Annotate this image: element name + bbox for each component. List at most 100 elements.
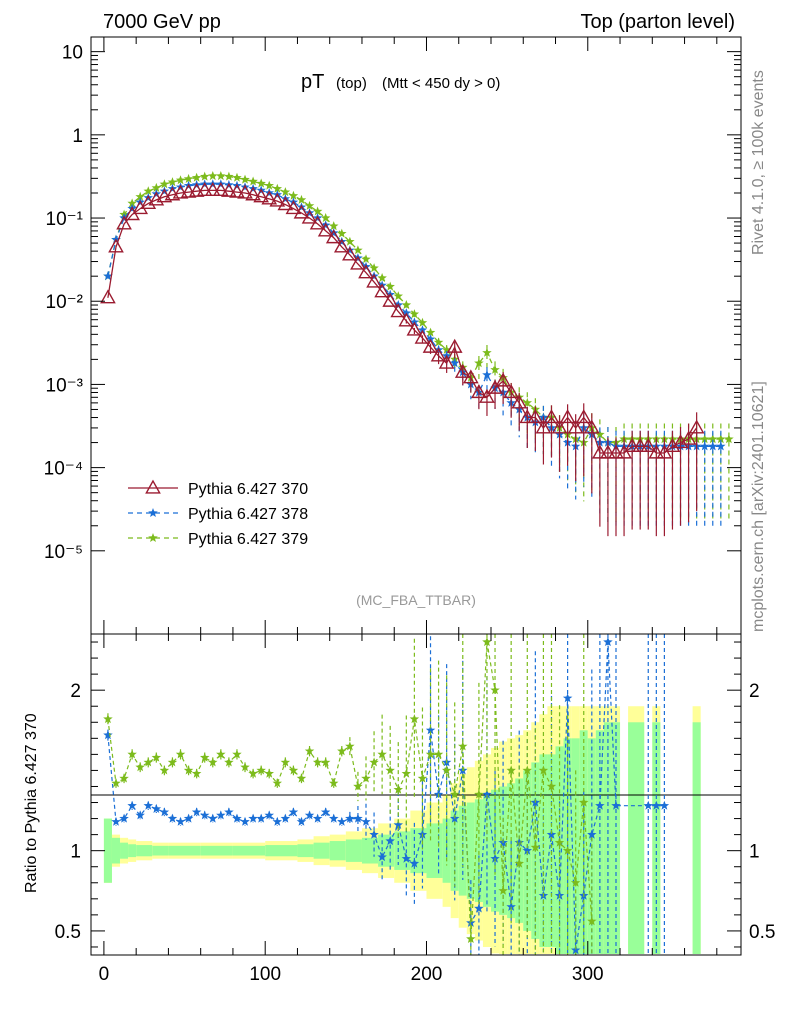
ratio-series-1: [103, 634, 597, 955]
ratio-point: [296, 773, 307, 783]
ratio-point: [546, 781, 557, 791]
legend: Pythia 6.427 370 Pythia 6.427 378 Pythia 6…: [128, 479, 308, 548]
data-point: [208, 171, 218, 181]
ratio-point: [191, 768, 202, 778]
ratio-point: [554, 837, 565, 847]
ratio-point: [103, 714, 113, 724]
data-point: [409, 309, 420, 319]
legend-marker: [145, 479, 161, 494]
data-point: [417, 325, 428, 335]
data-point: [398, 312, 415, 327]
ratio-point: [643, 800, 653, 810]
ratio-y-tick-label-right: 0.5: [749, 922, 775, 943]
ratio-point: [288, 765, 299, 775]
ratio-point: [433, 749, 444, 759]
data-point: [414, 329, 431, 344]
series-pythia-6.427-370: [100, 181, 705, 537]
ratio-point: [280, 813, 291, 823]
data-point: [337, 228, 347, 238]
data-point: [304, 208, 315, 217]
ratio-point: [425, 725, 436, 735]
data-point: [245, 186, 261, 201]
x-tick-label: 100: [249, 964, 281, 985]
ratio-point: [280, 757, 291, 767]
data-point: [716, 434, 726, 444]
y-tick-label: 1: [72, 126, 83, 147]
ratio-point: [361, 773, 371, 783]
x-tick-label: 200: [411, 964, 443, 985]
data-point: [406, 321, 423, 336]
ratio-point: [514, 858, 524, 868]
data-point: [345, 245, 355, 255]
data-point: [240, 174, 250, 184]
ratio-band-inner: [128, 844, 137, 858]
y-tick-label: 10⁻⁴: [44, 459, 83, 480]
data-point: [600, 444, 616, 459]
ratio-point: [175, 816, 186, 826]
data-point: [595, 429, 605, 439]
data-point: [479, 388, 495, 403]
ratio-point: [232, 813, 242, 823]
main-plot: 10 1 10⁻¹ 10⁻² 10⁻³ 10⁻⁴ 10⁻⁵: [44, 36, 742, 635]
data-point: [624, 437, 640, 452]
ratio-point: [393, 784, 403, 794]
ratio-band-inner: [313, 842, 330, 859]
ratio-point: [111, 816, 121, 826]
ratio-band-inner: [120, 842, 129, 859]
data-point: [422, 338, 439, 353]
ratio-point: [353, 813, 363, 823]
data-point: [256, 178, 266, 188]
data-point: [253, 188, 270, 203]
legend-label: Pythia 6.427 378: [188, 506, 308, 523]
ratio-point: [538, 765, 549, 775]
data-point: [417, 317, 428, 327]
ratio-band-inner: [571, 738, 580, 954]
ratio-band-inner: [628, 722, 645, 954]
data-point: [454, 363, 471, 378]
data-point: [688, 419, 705, 434]
data-point: [325, 229, 342, 244]
ratio-point: [587, 916, 597, 926]
ratio-plot-y-tick-labels: 2 2 1 1 0.5 0.5: [55, 681, 776, 943]
ratio-point: [135, 762, 145, 772]
ratio-point: [506, 765, 516, 775]
data-point: [296, 194, 307, 204]
ratio-band-inner: [466, 802, 475, 899]
data-point: [535, 419, 552, 434]
ratio-band-inner: [297, 844, 314, 858]
ratio-band-inner: [692, 722, 701, 954]
ratio-point: [183, 813, 194, 823]
ratio-point: [562, 845, 573, 855]
ratio-point: [191, 807, 202, 817]
ratio-point: [458, 741, 468, 751]
data-point: [293, 204, 310, 219]
ratio-point: [248, 768, 258, 778]
ratio-point: [498, 885, 508, 895]
ratio-point: [208, 813, 218, 823]
data-point: [462, 369, 479, 384]
ratio-point: [603, 637, 613, 647]
ratio-point: [570, 945, 581, 955]
ratio-band-inner: [232, 845, 266, 856]
ratio-y-tick-label: 1: [70, 842, 81, 863]
ratio-point: [272, 816, 282, 826]
data-point: [212, 181, 229, 196]
ratio-band-inner: [329, 841, 346, 861]
mcplots-label: mcplots.cern.ch [arXiv:2401.10621]: [750, 381, 767, 632]
ratio-band-inner: [595, 730, 604, 954]
ratio-point: [587, 829, 597, 839]
ratio-point: [272, 778, 282, 788]
data-point: [471, 384, 487, 399]
ratio-point: [385, 836, 395, 846]
data-point: [575, 409, 592, 424]
analysis-tag: (MC_FBA_TTBAR): [356, 592, 476, 608]
data-point: [183, 173, 194, 183]
ratio-point: [264, 810, 274, 820]
ratio-point: [369, 829, 379, 839]
data-point: [180, 183, 197, 198]
data-point: [280, 187, 291, 197]
ratio-point: [329, 813, 339, 823]
ratio-point: [562, 693, 573, 703]
ratio-point: [425, 749, 436, 759]
ratio-point: [312, 813, 323, 823]
